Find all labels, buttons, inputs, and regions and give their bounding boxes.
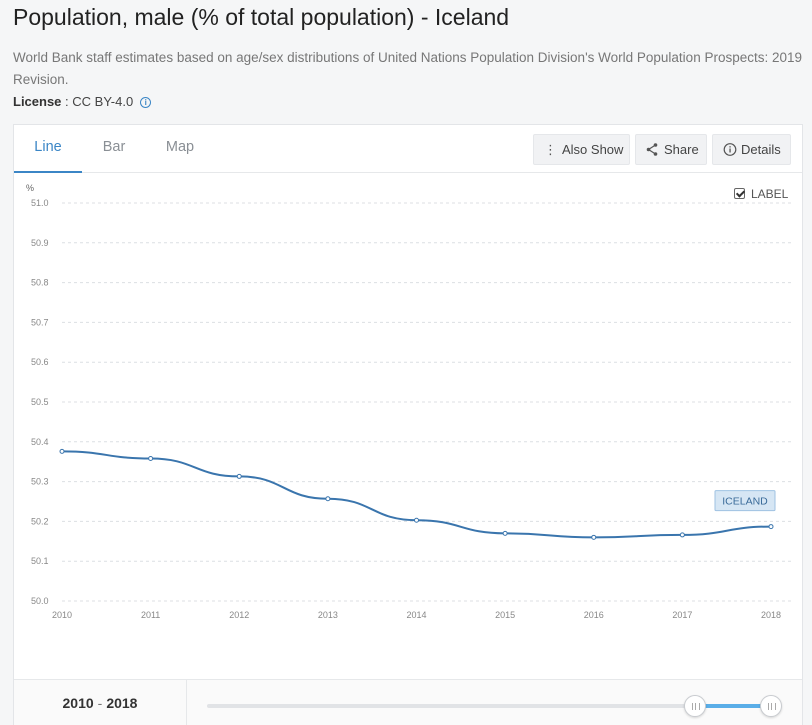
details-button[interactable]: Details [712, 134, 791, 165]
data-point [679, 532, 685, 538]
details-label: Details [741, 142, 781, 157]
data-point [59, 448, 65, 454]
y-tick-label: 50.0 [31, 596, 49, 606]
tab-bar[interactable]: Bar [102, 139, 126, 155]
page-title: Population, male (% of total population)… [13, 4, 510, 30]
x-tick-label: 2010 [52, 610, 72, 620]
info-icon[interactable]: i [140, 97, 152, 108]
range-slider-fill [695, 704, 773, 708]
line-chart-svg: % 51.0 50.9 50.8 50.7 50.6 50.5 50.4 50.3 50.2 50.… [26, 183, 791, 620]
y-tick-label: 50.4 [31, 437, 49, 447]
license-separator: : [61, 94, 73, 109]
y-tick-label: 50.3 [31, 477, 49, 487]
x-tick-label: 2015 [495, 610, 515, 620]
x-tick-label: 2014 [406, 610, 426, 620]
license-line: License : CC BY-4.0 i [13, 94, 152, 109]
chart-panel: Line Bar Map ⋮ Also Show Share Details % 5… [13, 124, 803, 725]
range-slider-end-handle[interactable] [760, 695, 782, 717]
tab-map[interactable]: Map [165, 139, 195, 155]
series-label: ICELAND [722, 496, 768, 508]
info-circle-icon [723, 135, 737, 174]
data-point [148, 456, 154, 462]
indicator-description: World Bank staff estimates based on age/… [13, 50, 803, 87]
y-tick-label: 50.6 [31, 357, 49, 367]
share-button[interactable]: Share [635, 134, 707, 165]
y-axis-unit-label: % [26, 183, 34, 193]
series-label-box [714, 490, 776, 512]
x-tick-label: 2012 [229, 610, 249, 620]
license-label: License [13, 94, 62, 109]
series-line [61, 450, 772, 539]
y-tick-label: 50.9 [31, 238, 49, 248]
also-show-button[interactable]: ⋮ Also Show [533, 134, 630, 165]
y-tick-label: 50.5 [31, 397, 49, 407]
x-tick-label: 2013 [318, 610, 338, 620]
data-point [325, 496, 331, 502]
chart-tabs: Line Bar Map ⋮ Also Show Share Details [14, 125, 802, 173]
x-tick-label: 2017 [672, 610, 692, 620]
data-point [768, 524, 774, 530]
also-show-label: Also Show [562, 142, 624, 157]
x-tick-label: 2018 [761, 610, 781, 620]
y-tick-label: 50.7 [31, 317, 49, 327]
range-end: 2018 [106, 695, 138, 711]
data-point [502, 530, 508, 536]
share-label: Share [664, 142, 699, 157]
y-tick-label: 50.2 [31, 516, 49, 526]
data-point [414, 517, 419, 523]
range-footer: 2010-2018 [14, 679, 802, 725]
label-checkbox[interactable] [734, 188, 745, 199]
data-point [236, 473, 242, 479]
range-slider-track[interactable] [207, 704, 773, 708]
year-range-display: 2010-2018 [14, 680, 187, 725]
x-tick-label: 2011 [141, 610, 160, 620]
x-tick-label: 2016 [584, 610, 604, 620]
y-tick-label: 50.8 [31, 278, 49, 288]
range-start: 2010 [62, 695, 94, 711]
line-chart: % 51.0 50.9 50.8 50.7 50.6 50.5 50.4 50.3 50.2 50.… [14, 173, 802, 679]
label-toggle[interactable]: LABEL [734, 187, 788, 201]
range-slider-start-handle[interactable] [684, 695, 706, 717]
label-toggle-text: LABEL [751, 187, 789, 201]
range-separator: - [97, 695, 103, 711]
tab-line[interactable]: Line [14, 125, 82, 173]
license-value[interactable]: CC BY-4.0 [72, 94, 134, 109]
share-icon [646, 135, 658, 174]
y-tick-label: 51.0 [31, 198, 49, 208]
data-point [591, 534, 597, 540]
vertical-ellipsis-icon: ⋮ [544, 142, 557, 157]
y-tick-label: 50.1 [31, 556, 49, 566]
